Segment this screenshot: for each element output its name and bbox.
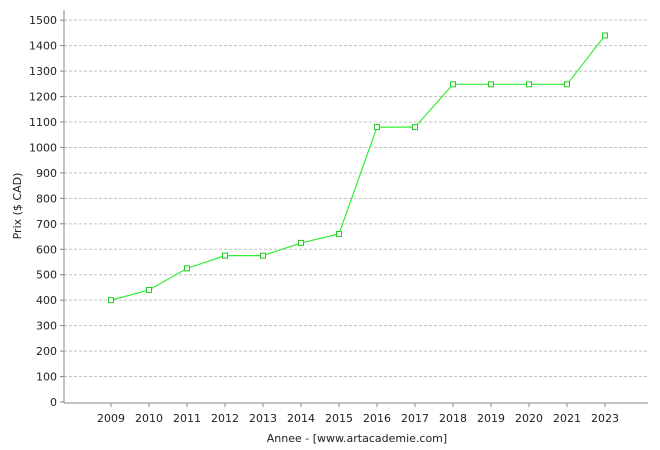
x-tick-label: 2016 — [363, 412, 391, 425]
data-point — [260, 252, 266, 259]
y-tick-label: 600 — [36, 243, 57, 256]
x-tick-label: 2012 — [211, 412, 239, 425]
y-tick-label: 300 — [36, 320, 57, 333]
series — [108, 32, 608, 304]
data-point — [526, 81, 532, 88]
data-point — [564, 81, 570, 88]
data-point — [374, 124, 380, 131]
axes: 0 100 200 300 400 500 600 700 800 900 1000 1100 1200… — [29, 10, 648, 425]
y-tick-label: 0 — [50, 396, 57, 409]
y-tick-label: 500 — [36, 269, 57, 282]
x-tick-label: 2018 — [439, 412, 467, 425]
y-tick-label: 900 — [36, 167, 57, 180]
x-axis-label: Annee - [www.artacademie.com] — [267, 432, 447, 445]
x-tick-label: 2011 — [173, 412, 201, 425]
x-tick-label: 2020 — [515, 412, 543, 425]
y-tick-label: 1000 — [29, 141, 57, 154]
data-point — [412, 124, 418, 131]
x-tick-label: 2009 — [97, 412, 125, 425]
x-tick-label: 2023 — [591, 412, 619, 425]
x-tick-label: 2017 — [401, 412, 429, 425]
data-point — [488, 81, 494, 88]
data-point — [298, 239, 304, 246]
series-line — [110, 35, 606, 301]
y-tick-label: 400 — [36, 294, 57, 307]
y-tick-label: 1100 — [29, 116, 57, 129]
x-tick-label: 2021 — [553, 412, 581, 425]
grid — [64, 19, 648, 378]
y-tick-label: 1400 — [29, 40, 57, 53]
x-tick-label: 2010 — [135, 412, 163, 425]
data-point — [602, 32, 608, 39]
y-tick-label: 200 — [36, 345, 57, 358]
data-point — [146, 287, 152, 293]
y-tick-label: 700 — [36, 218, 57, 231]
y-tick-label: 1200 — [29, 91, 57, 104]
data-point — [336, 231, 342, 237]
x-tick-label: 2013 — [249, 412, 277, 425]
y-tick-label: 100 — [36, 371, 57, 384]
x-tick-label: 2015 — [325, 412, 353, 425]
data-point — [184, 265, 190, 272]
data-point — [450, 81, 456, 88]
data-point — [222, 252, 228, 259]
y-tick-label: 800 — [36, 192, 57, 205]
y-axis-label: Prix ($ CAD) — [11, 173, 24, 240]
x-tick-label: 2019 — [477, 412, 505, 425]
data-point — [108, 297, 114, 304]
x-tick-label: 2014 — [287, 412, 315, 425]
y-tick-label: 1300 — [29, 65, 57, 78]
y-tick-label: 1500 — [29, 14, 57, 27]
